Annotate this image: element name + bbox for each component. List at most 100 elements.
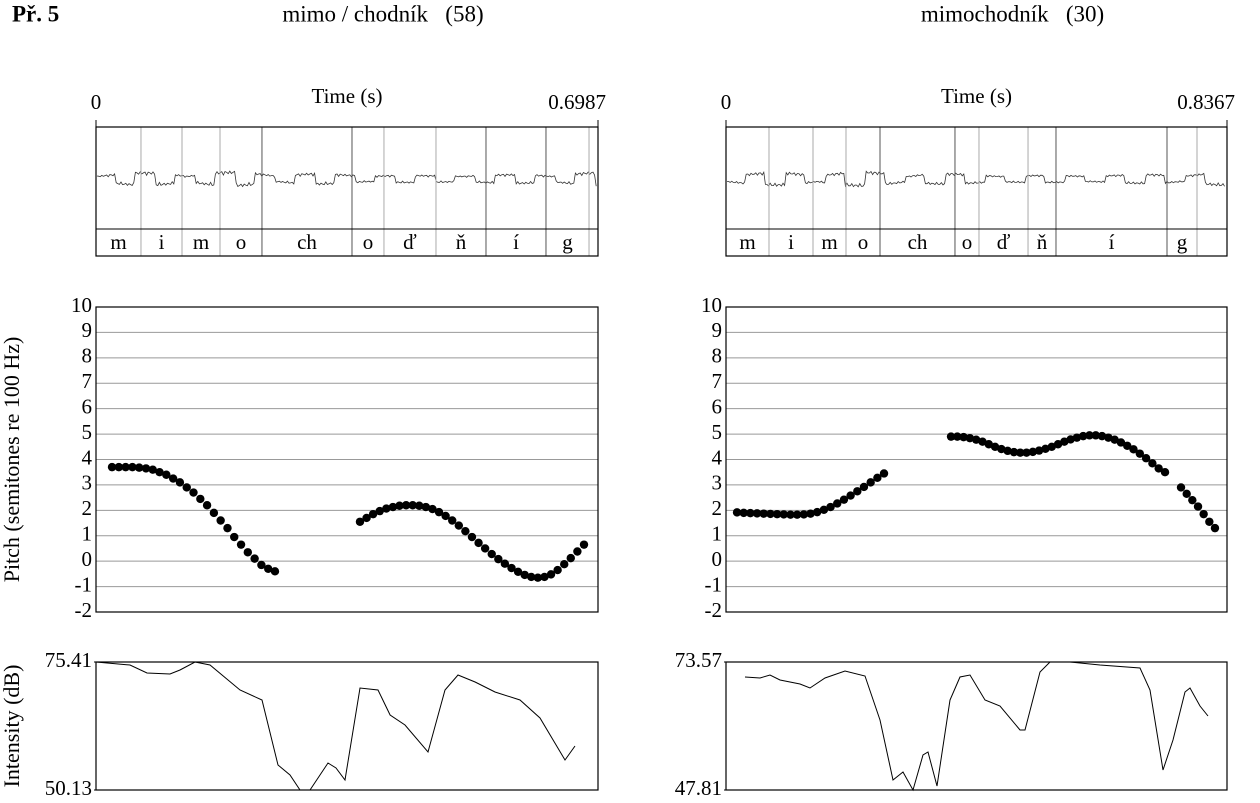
pitch-point <box>1028 447 1038 457</box>
y-tick-label: -2 <box>75 598 93 622</box>
pitch-point <box>148 465 157 474</box>
pitch-point <box>1205 517 1214 526</box>
pitch-point <box>1053 440 1063 449</box>
pitch-point <box>500 559 510 568</box>
tier-box <box>95 126 599 257</box>
panel-title: mimochodník (30) <box>921 1 1104 26</box>
pitch-point <box>454 521 464 530</box>
pitch-point <box>189 488 198 497</box>
segment-label: ch <box>908 230 928 254</box>
plot-box <box>725 306 1228 613</box>
y-tick-label: 73.57 <box>675 648 722 672</box>
segment-label: ch <box>297 230 317 254</box>
pitch-point <box>209 508 219 518</box>
pitch-point <box>461 526 470 536</box>
pitch-point <box>946 432 956 441</box>
y-tick-label: 1 <box>82 522 93 546</box>
y-axis-label: Pitch (semitones re 100 Hz) <box>0 337 24 583</box>
pitch-point <box>819 505 829 515</box>
waveform <box>96 170 597 188</box>
pitch-point <box>250 554 259 563</box>
pitch-point <box>401 501 411 510</box>
segment-label: ď <box>997 230 1011 254</box>
pitch-point <box>806 509 815 518</box>
pitch-point <box>236 540 246 549</box>
pitch-point <box>579 540 589 549</box>
figure-label: Př. 5 <box>12 1 59 26</box>
pitch-point <box>408 501 417 510</box>
pitch-point <box>732 508 742 517</box>
y-tick-label: 8 <box>82 344 93 368</box>
pitch-point <box>507 563 516 573</box>
pitch-point <box>168 474 178 483</box>
pitch-point <box>799 510 809 519</box>
pitch-point <box>415 501 424 510</box>
pitch-point <box>1148 459 1157 468</box>
y-tick-label: 4 <box>82 445 93 469</box>
x-tick-label: 0 <box>91 90 102 114</box>
pitch-point <box>978 437 987 446</box>
pitch-point <box>866 478 875 487</box>
pitch-point <box>434 507 444 517</box>
y-tick-label: 6 <box>82 394 93 418</box>
y-tick-label: 10 <box>71 293 92 317</box>
pitch-point <box>859 482 869 492</box>
pitch-point <box>1160 468 1170 477</box>
pitch-point <box>772 509 782 519</box>
segment-label: m <box>193 230 209 254</box>
pitch-point <box>375 506 384 516</box>
pitch-point <box>546 570 556 579</box>
pitch-point <box>1154 464 1163 473</box>
pitch-point <box>1091 431 1100 440</box>
y-tick-label: 1 <box>712 522 723 546</box>
pitch-point <box>839 495 849 504</box>
pitch-point <box>223 523 232 533</box>
segment-label: g <box>562 230 573 254</box>
y-tick-label: 7 <box>82 369 93 393</box>
pitch-point <box>965 433 975 443</box>
pitch-point <box>441 511 450 521</box>
segment-label: i <box>159 230 165 254</box>
pitch-point <box>953 432 962 441</box>
plot-box <box>95 306 599 613</box>
segment-label: ď <box>403 230 417 254</box>
pitch-point <box>573 547 582 556</box>
pitch-point <box>182 483 191 492</box>
pitch-point <box>739 508 748 518</box>
pitch-point <box>487 549 496 559</box>
pitch-point <box>1199 509 1208 519</box>
pitch-point <box>1193 502 1203 511</box>
intensity-line <box>744 661 1209 792</box>
x-axis-label: Time (s) <box>312 84 383 108</box>
pitch-point <box>879 469 889 478</box>
pitch-point <box>196 494 205 504</box>
pitch-point <box>421 502 431 512</box>
y-tick-label: 7 <box>712 369 723 393</box>
segment-label: o <box>858 230 869 254</box>
y-tick-label: 9 <box>712 318 723 342</box>
segment-label: m <box>110 230 126 254</box>
pitch-point <box>786 510 795 519</box>
y-tick-label: -2 <box>705 598 723 622</box>
pitch-point <box>1097 431 1107 441</box>
y-tick-label: -1 <box>75 572 93 596</box>
pitch-point <box>566 553 575 563</box>
pitch-point <box>1135 449 1145 458</box>
pitch-point <box>388 502 398 512</box>
plot-box <box>725 661 1228 791</box>
pitch-point <box>162 470 171 479</box>
pitch-point <box>1047 442 1056 451</box>
pitch-point <box>746 508 755 518</box>
pitch-point <box>1141 454 1151 463</box>
pitch-point <box>971 435 981 444</box>
pitch-point <box>984 440 994 449</box>
segment-label: ň <box>456 230 467 254</box>
plot-box <box>95 661 599 791</box>
segment-label: o <box>363 230 374 254</box>
pitch-point <box>540 572 549 582</box>
pitch-point <box>1003 446 1012 456</box>
pitch-point <box>141 464 151 473</box>
x-axis-label: Time (s) <box>941 84 1012 108</box>
segment-label: o <box>962 230 973 254</box>
